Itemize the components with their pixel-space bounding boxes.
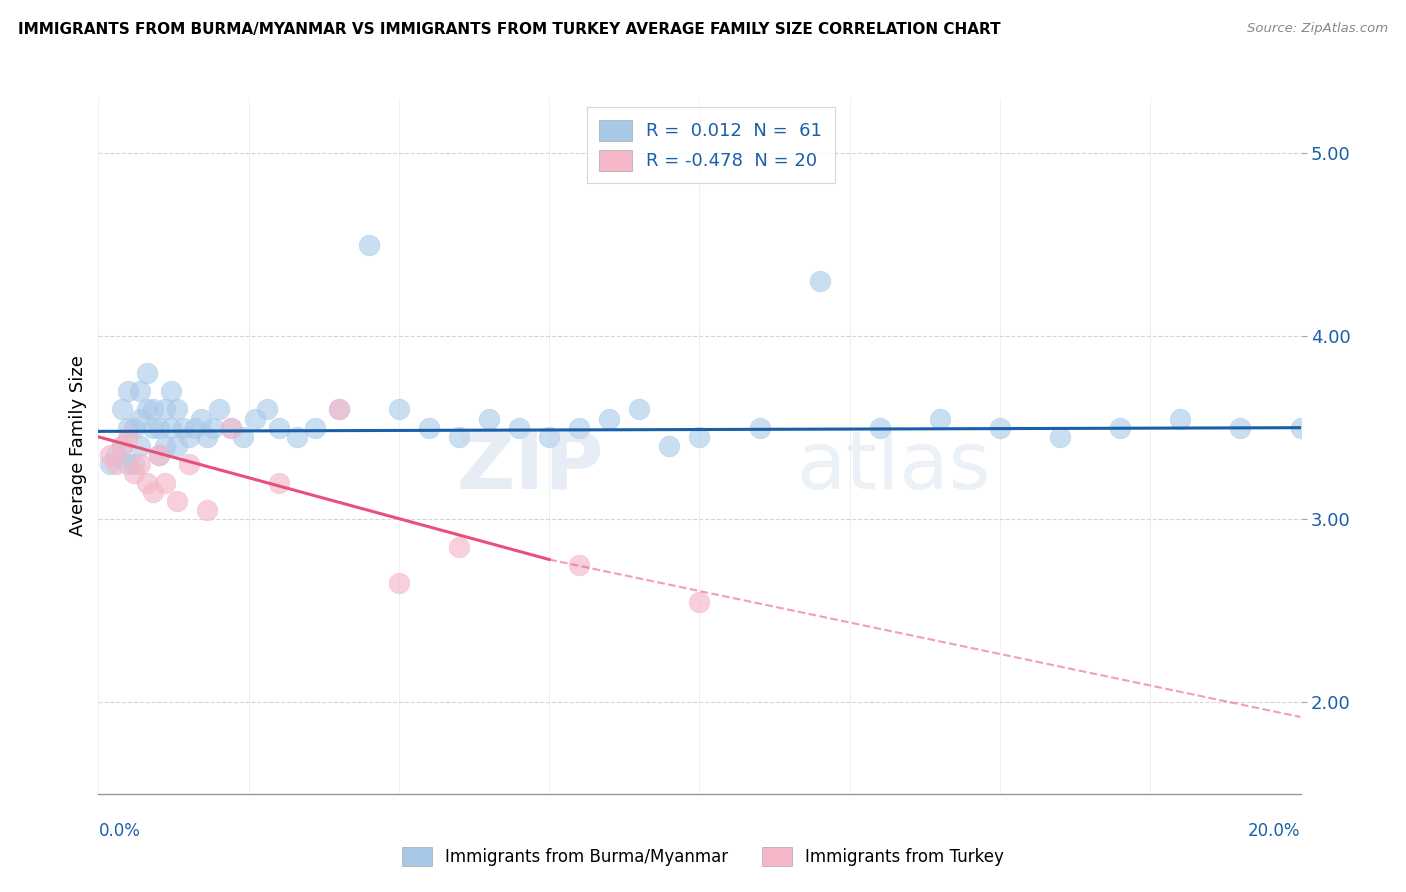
- Point: [135, 402, 157, 417]
- Point: [219, 420, 242, 434]
- Point: [141, 484, 163, 499]
- Point: [418, 420, 440, 434]
- Point: [135, 366, 157, 380]
- Point: [628, 402, 651, 417]
- Point: [166, 494, 188, 508]
- Point: [538, 430, 561, 444]
- Point: [388, 402, 411, 417]
- Point: [183, 420, 205, 434]
- Point: [148, 420, 170, 434]
- Point: [478, 411, 501, 425]
- Text: ZIP: ZIP: [456, 428, 603, 506]
- Point: [688, 594, 710, 608]
- Point: [1289, 420, 1312, 434]
- Point: [141, 402, 163, 417]
- Point: [141, 420, 163, 434]
- Point: [124, 420, 146, 434]
- Point: [153, 475, 176, 490]
- Point: [124, 467, 146, 481]
- Point: [111, 402, 134, 417]
- Point: [100, 458, 122, 472]
- Point: [219, 420, 242, 434]
- Point: [177, 430, 200, 444]
- Text: IMMIGRANTS FROM BURMA/MYANMAR VS IMMIGRANTS FROM TURKEY AVERAGE FAMILY SIZE CORR: IMMIGRANTS FROM BURMA/MYANMAR VS IMMIGRA…: [18, 22, 1001, 37]
- Point: [267, 475, 290, 490]
- Point: [688, 430, 710, 444]
- Point: [129, 384, 152, 398]
- Y-axis label: Average Family Size: Average Family Size: [69, 356, 87, 536]
- Point: [388, 576, 411, 591]
- Point: [166, 402, 188, 417]
- Text: Source: ZipAtlas.com: Source: ZipAtlas.com: [1247, 22, 1388, 36]
- Point: [508, 420, 530, 434]
- Point: [256, 402, 278, 417]
- Point: [328, 402, 350, 417]
- Text: atlas: atlas: [796, 428, 990, 506]
- Point: [124, 458, 146, 472]
- Point: [195, 430, 218, 444]
- Point: [328, 402, 350, 417]
- Text: 0.0%: 0.0%: [98, 822, 141, 840]
- Point: [1109, 420, 1132, 434]
- Point: [1170, 411, 1192, 425]
- Point: [135, 475, 157, 490]
- Point: [195, 503, 218, 517]
- Point: [447, 430, 470, 444]
- Point: [148, 448, 170, 462]
- Point: [166, 439, 188, 453]
- Point: [172, 420, 194, 434]
- Point: [153, 402, 176, 417]
- Point: [117, 458, 139, 472]
- Point: [190, 411, 212, 425]
- Point: [117, 420, 139, 434]
- Point: [129, 458, 152, 472]
- Point: [232, 430, 254, 444]
- Point: [177, 458, 200, 472]
- Point: [748, 420, 770, 434]
- Legend: R =  0.012  N =  61, R = -0.478  N = 20: R = 0.012 N = 61, R = -0.478 N = 20: [586, 107, 835, 183]
- Point: [129, 411, 152, 425]
- Point: [808, 274, 831, 288]
- Point: [105, 458, 128, 472]
- Point: [447, 540, 470, 554]
- Point: [159, 420, 181, 434]
- Point: [1229, 420, 1251, 434]
- Point: [988, 420, 1011, 434]
- Point: [148, 448, 170, 462]
- Point: [869, 420, 891, 434]
- Point: [153, 439, 176, 453]
- Point: [159, 384, 181, 398]
- Point: [929, 411, 952, 425]
- Point: [105, 448, 128, 462]
- Point: [1049, 430, 1071, 444]
- Point: [117, 384, 139, 398]
- Point: [598, 411, 620, 425]
- Point: [658, 439, 681, 453]
- Point: [100, 448, 122, 462]
- Point: [111, 439, 134, 453]
- Point: [568, 558, 591, 572]
- Point: [267, 420, 290, 434]
- Text: 20.0%: 20.0%: [1249, 822, 1301, 840]
- Point: [111, 439, 134, 453]
- Point: [243, 411, 266, 425]
- Point: [117, 430, 139, 444]
- Point: [357, 237, 380, 252]
- Point: [285, 430, 308, 444]
- Point: [568, 420, 591, 434]
- Point: [201, 420, 224, 434]
- Point: [129, 439, 152, 453]
- Point: [208, 402, 231, 417]
- Point: [304, 420, 326, 434]
- Legend: Immigrants from Burma/Myanmar, Immigrants from Turkey: Immigrants from Burma/Myanmar, Immigrant…: [394, 838, 1012, 875]
